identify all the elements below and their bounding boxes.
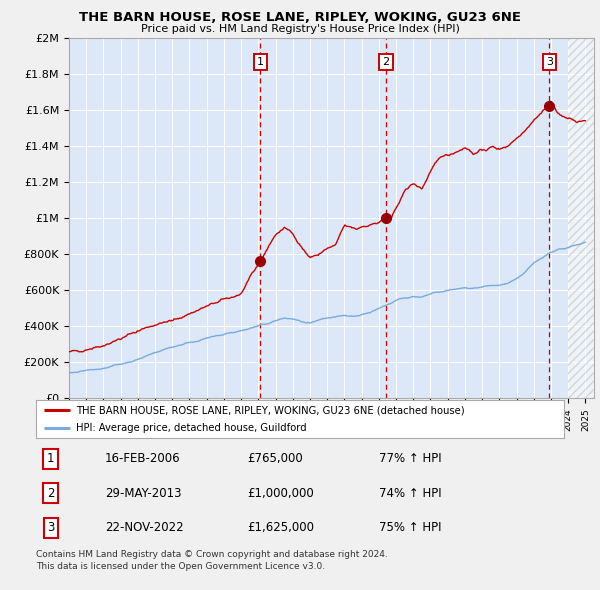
Text: £1,000,000: £1,000,000 [247, 487, 314, 500]
Text: THE BARN HOUSE, ROSE LANE, RIPLEY, WOKING, GU23 6NE: THE BARN HOUSE, ROSE LANE, RIPLEY, WOKIN… [79, 11, 521, 24]
Text: 1: 1 [257, 57, 264, 67]
Text: £1,625,000: £1,625,000 [247, 522, 314, 535]
Text: 22-NOV-2022: 22-NOV-2022 [104, 522, 183, 535]
Text: THE BARN HOUSE, ROSE LANE, RIPLEY, WOKING, GU23 6NE (detached house): THE BARN HOUSE, ROSE LANE, RIPLEY, WOKIN… [76, 405, 464, 415]
Text: 16-FEB-2006: 16-FEB-2006 [104, 452, 180, 465]
Text: Price paid vs. HM Land Registry's House Price Index (HPI): Price paid vs. HM Land Registry's House … [140, 24, 460, 34]
Text: 77% ↑ HPI: 77% ↑ HPI [379, 452, 442, 465]
Text: 3: 3 [47, 522, 55, 535]
Text: £765,000: £765,000 [247, 452, 303, 465]
Text: 75% ↑ HPI: 75% ↑ HPI [379, 522, 442, 535]
Text: Contains HM Land Registry data © Crown copyright and database right 2024.: Contains HM Land Registry data © Crown c… [36, 550, 388, 559]
Text: 3: 3 [546, 57, 553, 67]
Text: This data is licensed under the Open Government Licence v3.0.: This data is licensed under the Open Gov… [36, 562, 325, 571]
Text: 2: 2 [47, 487, 55, 500]
Text: 1: 1 [47, 452, 55, 465]
Text: 29-MAY-2013: 29-MAY-2013 [104, 487, 181, 500]
Text: 2: 2 [382, 57, 389, 67]
Text: 74% ↑ HPI: 74% ↑ HPI [379, 487, 442, 500]
Text: HPI: Average price, detached house, Guildford: HPI: Average price, detached house, Guil… [76, 422, 306, 432]
